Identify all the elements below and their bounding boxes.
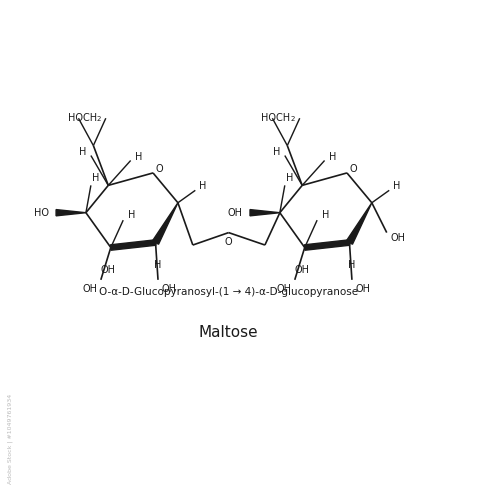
Text: HOCH: HOCH (262, 113, 290, 123)
Text: OH: OH (82, 284, 98, 294)
Text: H: H (322, 210, 330, 220)
Text: O: O (350, 164, 357, 174)
Polygon shape (110, 240, 156, 250)
Text: H: H (92, 173, 100, 183)
Text: H: H (330, 152, 336, 162)
Text: Adobe Stock | #1049761934: Adobe Stock | #1049761934 (8, 394, 13, 484)
Text: OH: OH (228, 208, 242, 218)
Text: Maltose: Maltose (199, 324, 258, 340)
Text: HOCH: HOCH (68, 113, 96, 123)
Text: OH: OH (390, 232, 405, 242)
Text: H: H (136, 152, 143, 162)
Text: OH: OH (356, 284, 370, 294)
Text: H: H (348, 260, 356, 270)
Text: H: H (272, 146, 280, 156)
Polygon shape (304, 240, 350, 250)
Polygon shape (152, 203, 178, 244)
Text: OH: OH (101, 265, 116, 275)
Text: H: H (286, 173, 294, 183)
Text: H: H (154, 260, 162, 270)
Text: H: H (199, 182, 206, 192)
Text: O: O (156, 164, 164, 174)
Text: HO: HO (34, 208, 48, 218)
Text: O-α-D-Glucopyranosyl-(1 → 4)-α-D-glucopyranose: O-α-D-Glucopyranosyl-(1 → 4)-α-D-glucopy… (99, 288, 358, 298)
Polygon shape (56, 210, 86, 216)
Text: 2: 2 (290, 116, 294, 121)
Text: 2: 2 (96, 116, 100, 121)
Text: OH: OH (276, 284, 291, 294)
Polygon shape (250, 210, 280, 216)
Text: H: H (78, 146, 86, 156)
Text: O: O (225, 236, 232, 246)
Text: OH: OH (162, 284, 176, 294)
Text: H: H (393, 182, 400, 192)
Text: H: H (128, 210, 136, 220)
Text: OH: OH (294, 265, 310, 275)
Polygon shape (346, 203, 372, 244)
